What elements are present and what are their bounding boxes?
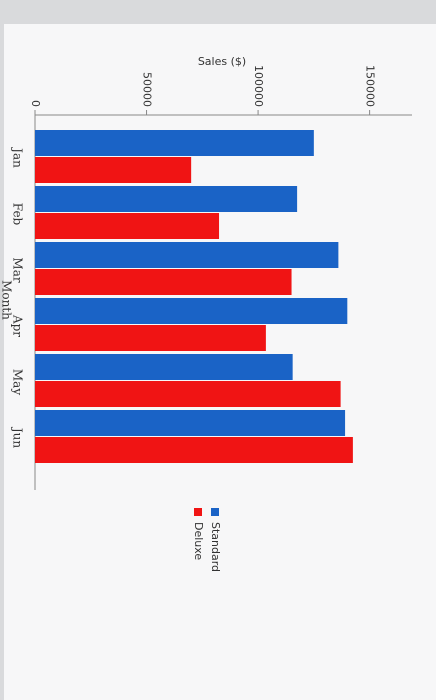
bar xyxy=(35,437,353,463)
y-tick-label: 0 xyxy=(29,100,42,107)
bar xyxy=(35,130,314,156)
y-tick-label: 50000 xyxy=(141,72,154,107)
legend-label: Deluxe xyxy=(192,522,205,560)
x-tick-label: Feb xyxy=(11,203,25,226)
bar xyxy=(35,269,292,295)
category-axis-title: Month xyxy=(0,280,14,320)
bar xyxy=(35,354,293,380)
y-tick-label: 150000 xyxy=(364,65,377,107)
x-tick-label: Jan xyxy=(11,146,25,168)
y-tick-label: 100000 xyxy=(252,65,265,107)
bar xyxy=(35,325,266,351)
bar xyxy=(35,157,192,183)
bar xyxy=(35,410,346,436)
legend-label: Standard xyxy=(209,522,222,572)
x-tick-label: Jun xyxy=(11,426,25,449)
legend-swatch xyxy=(194,508,202,516)
bar xyxy=(35,186,298,212)
x-tick-label: Apr xyxy=(11,314,25,337)
x-tick-label: Mar xyxy=(11,257,25,282)
legend-swatch xyxy=(211,508,219,516)
bar xyxy=(35,213,220,239)
value-axis-title: Sales ($) xyxy=(198,55,246,68)
x-tick-label: May xyxy=(11,369,25,395)
bar xyxy=(35,381,341,407)
bar xyxy=(35,242,339,268)
bar xyxy=(35,298,348,324)
